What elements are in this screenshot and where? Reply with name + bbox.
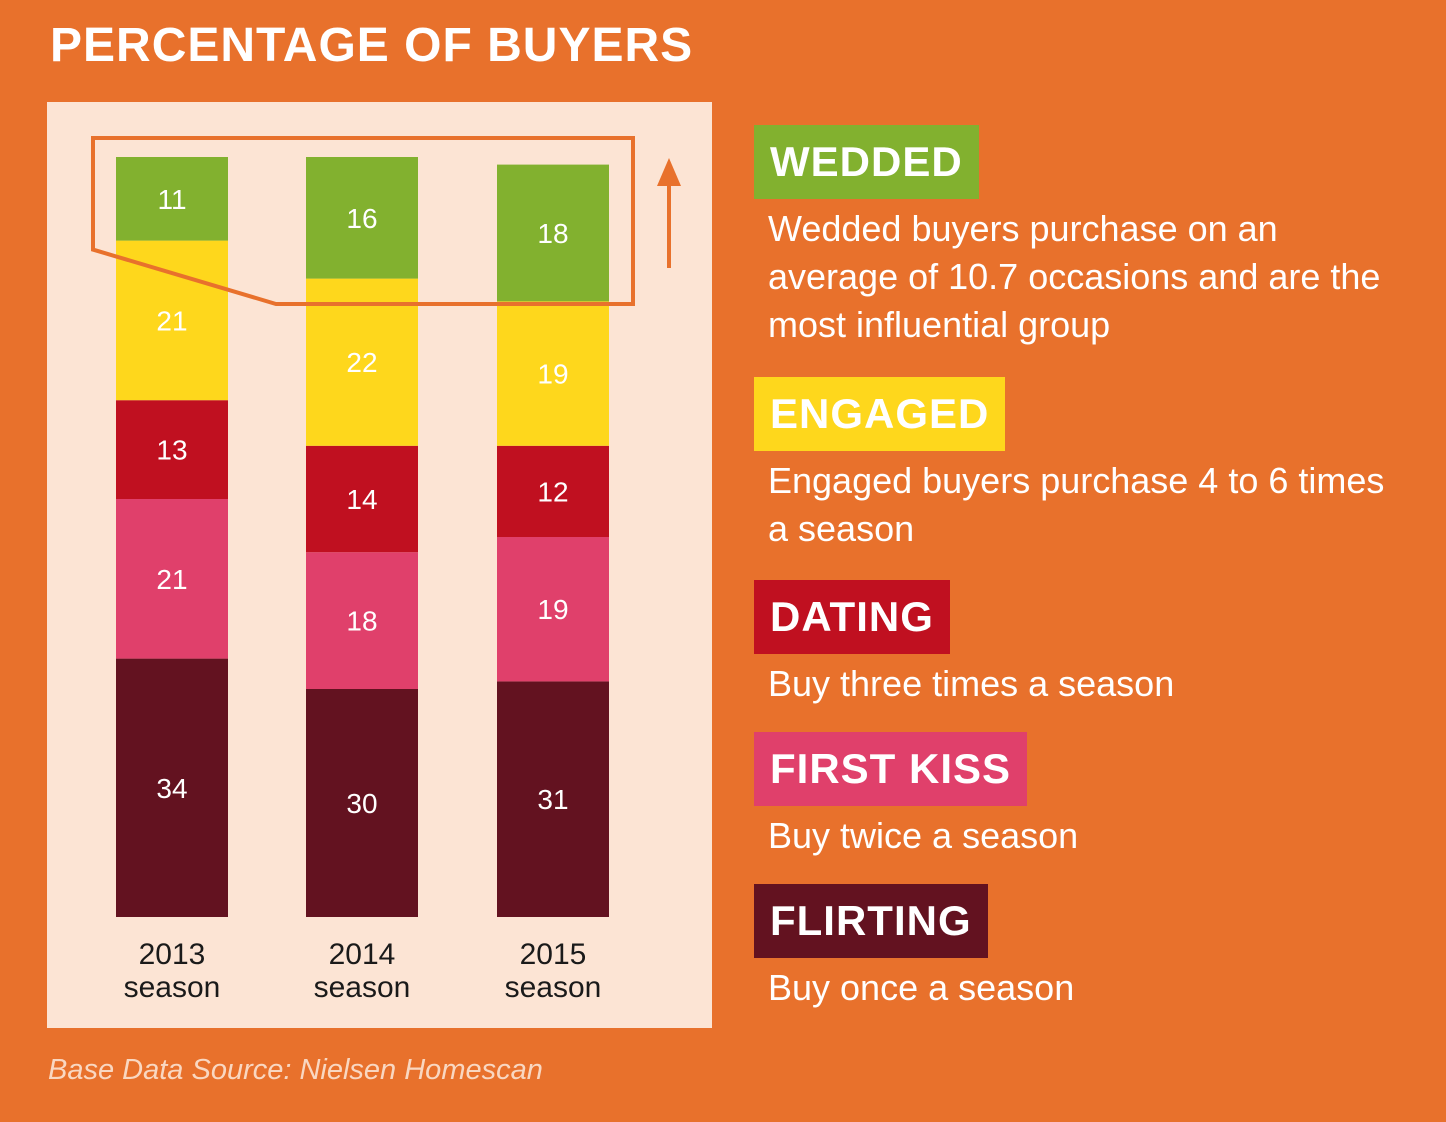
data-label: 16 (346, 203, 377, 234)
trend-up-arrow-icon (657, 158, 681, 268)
bar-segment-first-kiss-2 (497, 537, 609, 682)
legend-description-engaged: Engaged buyers purchase 4 to 6 times a s… (768, 460, 1385, 549)
bar-segment-engaged-0 (116, 240, 228, 401)
x-tick-label: 2015 (520, 938, 587, 971)
x-tick-label: season (314, 971, 411, 1004)
bar-segment-flirting-0 (116, 658, 228, 917)
legend-item-wedded: WEDDED Wedded buyers purchase on an aver… (754, 125, 1408, 349)
legend-item-first-kiss: FIRST KISS Buy twice a season (754, 732, 1408, 860)
bar-segment-dating-0 (116, 400, 228, 499)
data-label: 22 (346, 347, 377, 378)
chart-panel: 34 21 13 21 11 2013 season 30 18 14 22 16 2014 season… (47, 102, 712, 1028)
legend-badge-wedded: WEDDED (754, 125, 979, 199)
data-label: 11 (157, 184, 186, 215)
data-label: 18 (346, 606, 377, 637)
legend-item-dating: DATING Buy three times a season (754, 580, 1408, 708)
x-tick-label: season (124, 971, 221, 1004)
legend-description-dating: Buy three times a season (768, 663, 1175, 704)
bar-segment-engaged-2 (497, 301, 609, 446)
bar-segment-first-kiss-0 (116, 499, 228, 659)
wedded-highlight-outline (91, 136, 635, 306)
data-label: 14 (346, 484, 377, 515)
bar-segment-flirting-1 (306, 689, 418, 917)
data-label: 21 (156, 564, 187, 595)
legend-item-engaged: ENGAGED Engaged buyers purchase 4 to 6 t… (754, 377, 1408, 553)
legend-description-flirting: Buy once a season (768, 967, 1075, 1008)
bar-segment-dating-1 (306, 445, 418, 553)
legend-badge-engaged: ENGAGED (754, 377, 1006, 451)
data-label: 12 (537, 476, 568, 507)
legend-badge-dating: DATING (754, 580, 950, 654)
data-label: 21 (156, 305, 187, 336)
bar-segment-first-kiss-1 (306, 552, 418, 689)
data-label: 19 (537, 594, 568, 625)
bar-segment-engaged-1 (306, 278, 418, 446)
legend-item-flirting: FLIRTING Buy once a season (754, 884, 1408, 1012)
stacked-bar-chart: 34211321112013season30181422162014season… (91, 136, 681, 1004)
data-label: 13 (156, 435, 187, 466)
legend-description-wedded: Wedded buyers purchase on an average of … (768, 208, 1381, 345)
bar-segment-wedded-1 (306, 157, 418, 279)
bar-segment-wedded-2 (497, 164, 609, 302)
legend-badge-flirting: FLIRTING (754, 884, 988, 958)
data-label: 31 (537, 784, 568, 815)
data-source-note: Base Data Source: Nielsen Homescan (48, 1054, 543, 1086)
x-tick-label: 2013 (139, 938, 206, 971)
data-label: 34 (156, 773, 187, 804)
x-tick-label: season (505, 971, 602, 1004)
bar-segment-flirting-2 (497, 681, 609, 917)
data-label: 18 (537, 218, 568, 249)
page-title: PERCENTAGE OF BUYERS (50, 19, 694, 72)
bar-segment-wedded-0 (116, 157, 228, 241)
legend-description-first-kiss: Buy twice a season (768, 815, 1079, 856)
x-tick-label: 2014 (329, 938, 396, 971)
data-label: 30 (346, 788, 377, 819)
legend-badge-first-kiss: FIRST KISS (754, 732, 1028, 806)
data-label: 19 (537, 359, 568, 390)
bar-segment-dating-2 (497, 445, 609, 537)
